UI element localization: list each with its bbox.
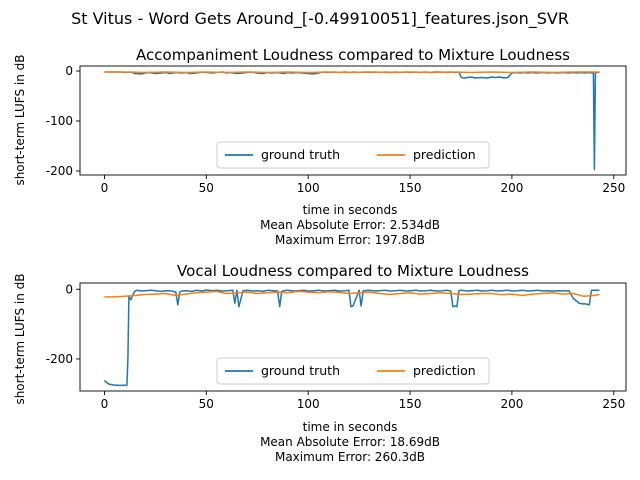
x-tick-label: 50 [199,181,214,195]
chart-vocal: Vocal Loudness compared to Mixture Loudn… [13,262,627,464]
legend-label: prediction [413,363,476,378]
mean-absolute-error: Mean Absolute Error: 18.69dB [260,435,440,449]
y-axis-label: short-term LUFS in dB [13,54,27,185]
y-tick-label: -200 [46,352,73,366]
x-tick-label: 0 [101,181,109,195]
y-tick-label: 0 [65,282,73,296]
legend-box [216,141,490,169]
series-line-prediction [104,290,600,298]
y-tick-label: -100 [46,114,73,128]
series-line-prediction [104,71,600,74]
y-axis-label: short-term LUFS in dB [13,273,27,404]
x-tick-label: 50 [199,397,214,411]
maximum-error: Maximum Error: 260.3dB [275,450,425,464]
x-tick-label: 200 [500,397,523,411]
legend-label: ground truth [261,147,340,162]
legend-box [216,357,490,385]
x-tick-label: 150 [399,397,422,411]
legend-label: ground truth [261,363,340,378]
chart-title: Vocal Loudness compared to Mixture Loudn… [177,262,529,280]
legend: ground truth prediction [216,141,490,169]
chart-title: Accompaniment Loudness compared to Mixtu… [136,46,570,64]
y-tick-label: -200 [46,164,73,178]
x-tick-label: 250 [602,397,625,411]
series-line-ground-truth [103,289,600,387]
chart-accompaniment: Accompaniment Loudness compared to Mixtu… [13,46,627,247]
mean-absolute-error: Mean Absolute Error: 2.534dB [260,218,440,232]
x-axis-label: time in seconds [303,203,398,217]
figure-suptitle: St Vitus - Word Gets Around_[-0.49910051… [71,9,569,29]
x-tick-label: 100 [297,397,320,411]
x-tick-label: 250 [602,181,625,195]
maximum-error: Maximum Error: 197.8dB [275,233,425,247]
axes-frame [79,282,627,392]
plot-area: 0 50 100 150 200 250 0 -100 -200 ground truth pred… [46,64,627,195]
y-tick-label: 0 [65,64,73,78]
x-tick-label: 100 [297,181,320,195]
axes-frame [79,65,627,176]
legend-label: prediction [413,147,476,162]
x-tick-label: 0 [101,397,109,411]
x-tick-label: 150 [399,181,422,195]
x-tick-label: 200 [500,181,523,195]
x-axis-label: time in seconds [303,420,398,434]
plot-area: 0 50 100 150 200 250 0 -200 ground truth predicti… [46,282,627,411]
legend: ground truth prediction [216,357,490,385]
